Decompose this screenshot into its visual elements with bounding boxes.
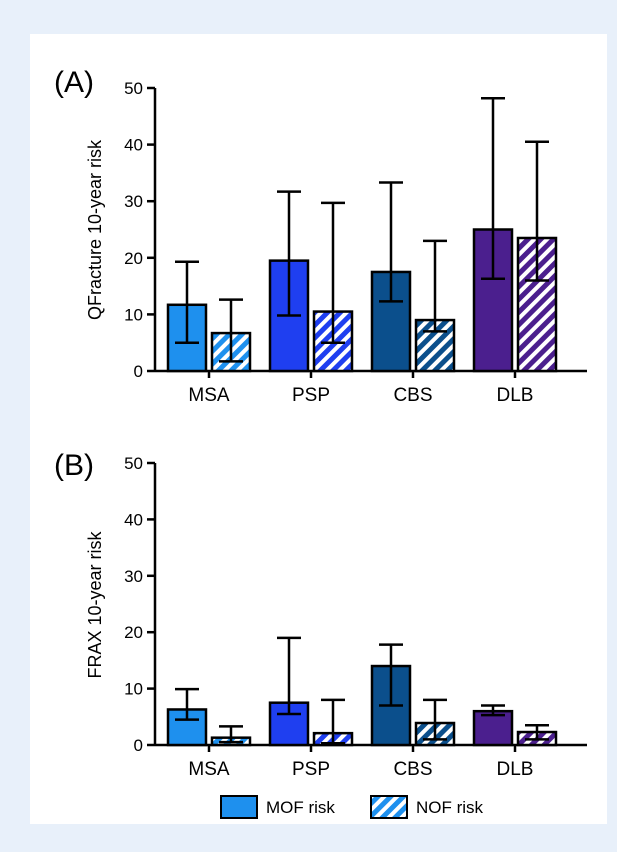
x-tick-label-psp: PSP bbox=[292, 759, 330, 780]
x-tick-label-cbs: CBS bbox=[393, 759, 432, 780]
y-tick-label: 40 bbox=[124, 510, 143, 529]
x-tick-label-msa: MSA bbox=[188, 759, 230, 780]
panel-b-plot: 0 10 20 30 40 50 MSA PSP CBS DLB bbox=[124, 454, 587, 780]
x-tick-label-cbs: CBS bbox=[393, 385, 432, 406]
y-tick-label: 20 bbox=[124, 623, 143, 642]
legend: MOF risk NOF risk bbox=[220, 795, 484, 819]
x-tick-label-dlb: DLB bbox=[497, 759, 534, 780]
legend-nof-label: NOF risk bbox=[416, 798, 484, 817]
y-tick-label: 20 bbox=[124, 249, 143, 268]
panel-a-label: (A) bbox=[54, 66, 94, 99]
panel-a-ylabel: QFracture 10-year risk bbox=[85, 139, 105, 320]
x-tick-label-dlb: DLB bbox=[497, 385, 534, 406]
y-tick-label: 0 bbox=[134, 362, 143, 381]
x-tick-label-psp: PSP bbox=[292, 385, 330, 406]
x-tick-label-msa: MSA bbox=[188, 385, 230, 406]
y-tick-label: 30 bbox=[124, 567, 143, 586]
legend-mof-label: MOF risk bbox=[266, 798, 335, 817]
y-tick-label: 50 bbox=[124, 454, 143, 473]
panel-b-label: (B) bbox=[54, 449, 94, 482]
y-tick-label: 50 bbox=[124, 79, 143, 98]
y-tick-label: 0 bbox=[134, 736, 143, 755]
legend-nof-swatch bbox=[370, 795, 408, 819]
y-tick-label: 30 bbox=[124, 192, 143, 211]
panel-a-plot: 0 10 20 30 40 50 MSA PSP CBS DLB bbox=[124, 79, 587, 406]
figure-panel bbox=[30, 34, 607, 824]
panel-b-ylabel: FRAX 10-year risk bbox=[85, 530, 105, 678]
y-tick-label: 40 bbox=[124, 136, 143, 155]
y-tick-label: 10 bbox=[124, 305, 143, 324]
y-tick-label: 10 bbox=[124, 680, 143, 699]
legend-mof-swatch bbox=[220, 795, 258, 819]
